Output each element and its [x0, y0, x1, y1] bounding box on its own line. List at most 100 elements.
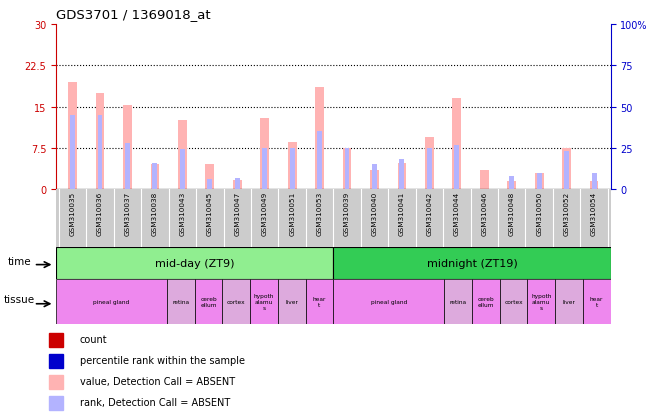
Bar: [250, 279, 278, 324]
Text: hypoth
alamu
s: hypoth alamu s: [531, 294, 551, 310]
Text: mid-day (ZT9): mid-day (ZT9): [155, 259, 234, 268]
Bar: [583, 279, 610, 324]
Text: hear
t: hear t: [590, 297, 603, 307]
Bar: [444, 279, 472, 324]
Bar: [222, 279, 250, 324]
Bar: [333, 279, 444, 324]
Text: GSM310036: GSM310036: [97, 191, 103, 235]
Bar: [399, 160, 405, 190]
Bar: [98, 116, 102, 190]
Text: GSM310053: GSM310053: [317, 191, 323, 235]
Text: GSM310039: GSM310039: [344, 191, 350, 235]
Text: cortex: cortex: [227, 299, 246, 304]
Text: GSM310051: GSM310051: [289, 191, 295, 235]
Text: liver: liver: [562, 299, 576, 304]
Text: GSM310035: GSM310035: [69, 191, 75, 235]
Bar: [49, 354, 63, 368]
Text: count: count: [80, 335, 108, 345]
Text: tissue: tissue: [4, 294, 35, 304]
Bar: [370, 170, 379, 190]
Bar: [452, 99, 461, 190]
Bar: [454, 146, 459, 190]
Bar: [564, 152, 569, 190]
Bar: [180, 150, 185, 190]
Bar: [306, 279, 333, 324]
Bar: [278, 279, 306, 324]
Bar: [333, 247, 610, 279]
Bar: [262, 148, 267, 190]
Bar: [205, 165, 214, 190]
Bar: [510, 176, 514, 190]
Text: cereb
ellum: cereb ellum: [200, 297, 217, 307]
Text: GSM310052: GSM310052: [564, 191, 570, 235]
Bar: [397, 163, 407, 190]
Bar: [589, 181, 599, 190]
Text: time: time: [8, 257, 32, 267]
Bar: [535, 173, 544, 190]
Text: midnight (ZT19): midnight (ZT19): [426, 259, 517, 268]
Text: GSM310041: GSM310041: [399, 191, 405, 235]
Bar: [427, 148, 432, 190]
Bar: [207, 180, 213, 190]
Bar: [372, 165, 377, 190]
Text: hypoth
alamu
s: hypoth alamu s: [254, 294, 274, 310]
Bar: [49, 396, 63, 410]
Bar: [508, 181, 516, 190]
Bar: [167, 279, 195, 324]
Text: GSM310042: GSM310042: [426, 191, 432, 235]
Text: GSM310044: GSM310044: [454, 191, 460, 235]
Bar: [152, 163, 157, 190]
Bar: [195, 279, 222, 324]
Text: cortex: cortex: [504, 299, 523, 304]
Text: rank, Detection Call = ABSENT: rank, Detection Call = ABSENT: [80, 398, 230, 408]
Text: GSM310050: GSM310050: [536, 191, 542, 235]
Bar: [56, 279, 167, 324]
Text: percentile rank within the sample: percentile rank within the sample: [80, 356, 245, 366]
Text: cereb
ellum: cereb ellum: [477, 297, 494, 307]
Text: pineal gland: pineal gland: [371, 299, 407, 304]
Bar: [317, 132, 322, 190]
Bar: [68, 83, 77, 190]
Bar: [472, 279, 500, 324]
Text: retina: retina: [172, 299, 189, 304]
Bar: [288, 143, 296, 190]
Text: GSM310043: GSM310043: [180, 191, 185, 235]
Text: GSM310038: GSM310038: [152, 191, 158, 235]
Bar: [123, 106, 132, 190]
Text: GDS3701 / 1369018_at: GDS3701 / 1369018_at: [56, 8, 211, 21]
Bar: [56, 247, 333, 279]
Bar: [260, 118, 269, 190]
Text: GSM310054: GSM310054: [591, 191, 597, 235]
Text: liver: liver: [285, 299, 298, 304]
Bar: [425, 138, 434, 190]
Text: GSM310046: GSM310046: [481, 191, 487, 235]
Bar: [233, 180, 242, 190]
Text: GSM310037: GSM310037: [125, 191, 131, 235]
Bar: [527, 279, 555, 324]
Bar: [343, 148, 351, 190]
Bar: [537, 173, 542, 190]
Bar: [480, 170, 488, 190]
Bar: [555, 279, 583, 324]
Bar: [591, 173, 597, 190]
Bar: [125, 143, 130, 190]
Bar: [345, 148, 350, 190]
Text: GSM310048: GSM310048: [509, 191, 515, 235]
Bar: [315, 88, 324, 190]
Bar: [70, 116, 75, 190]
Text: hear
t: hear t: [313, 297, 326, 307]
Bar: [150, 165, 159, 190]
Text: GSM310040: GSM310040: [372, 191, 378, 235]
Bar: [49, 375, 63, 389]
Bar: [562, 148, 571, 190]
Bar: [178, 121, 187, 190]
Bar: [500, 279, 527, 324]
Bar: [290, 148, 294, 190]
Text: pineal gland: pineal gland: [94, 299, 129, 304]
Text: GSM310045: GSM310045: [207, 191, 213, 235]
Text: retina: retina: [449, 299, 467, 304]
Text: GSM310049: GSM310049: [261, 191, 268, 235]
Text: value, Detection Call = ABSENT: value, Detection Call = ABSENT: [80, 377, 235, 387]
Text: GSM310047: GSM310047: [234, 191, 240, 235]
Bar: [49, 333, 63, 347]
